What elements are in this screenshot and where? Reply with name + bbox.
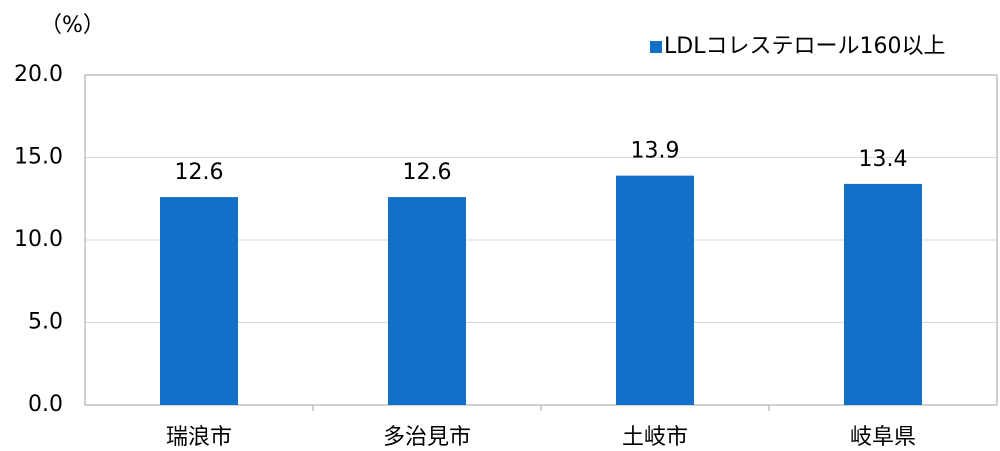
y-tick-label: 20.0	[14, 62, 63, 87]
x-tick-label: 土岐市	[622, 425, 688, 450]
bar	[616, 175, 694, 405]
data-label: 12.6	[175, 160, 224, 185]
x-tick-label: 岐阜県	[850, 425, 916, 450]
x-tick-label: 瑞浪市	[166, 425, 232, 450]
data-label: 13.4	[859, 147, 908, 172]
bar	[388, 197, 466, 405]
x-tick-label: 多治見市	[383, 425, 471, 450]
bar	[160, 197, 238, 405]
y-tick-label: 5.0	[28, 310, 63, 335]
y-tick-label: 15.0	[14, 145, 63, 170]
y-tick-label: 0.0	[28, 392, 63, 417]
y-tick-label: 10.0	[14, 227, 63, 252]
data-label: 12.6	[403, 160, 452, 185]
data-label: 13.9	[631, 139, 680, 164]
bar	[844, 183, 922, 405]
y-axis-label: （%）	[40, 13, 105, 38]
legend-label: LDLコレステロール160以上	[664, 34, 945, 59]
legend-swatch	[650, 41, 662, 53]
